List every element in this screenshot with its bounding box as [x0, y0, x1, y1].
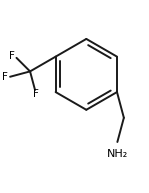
Text: F: F: [33, 89, 39, 99]
Text: F: F: [9, 51, 15, 61]
Text: NH₂: NH₂: [107, 149, 128, 159]
Text: F: F: [2, 72, 8, 82]
